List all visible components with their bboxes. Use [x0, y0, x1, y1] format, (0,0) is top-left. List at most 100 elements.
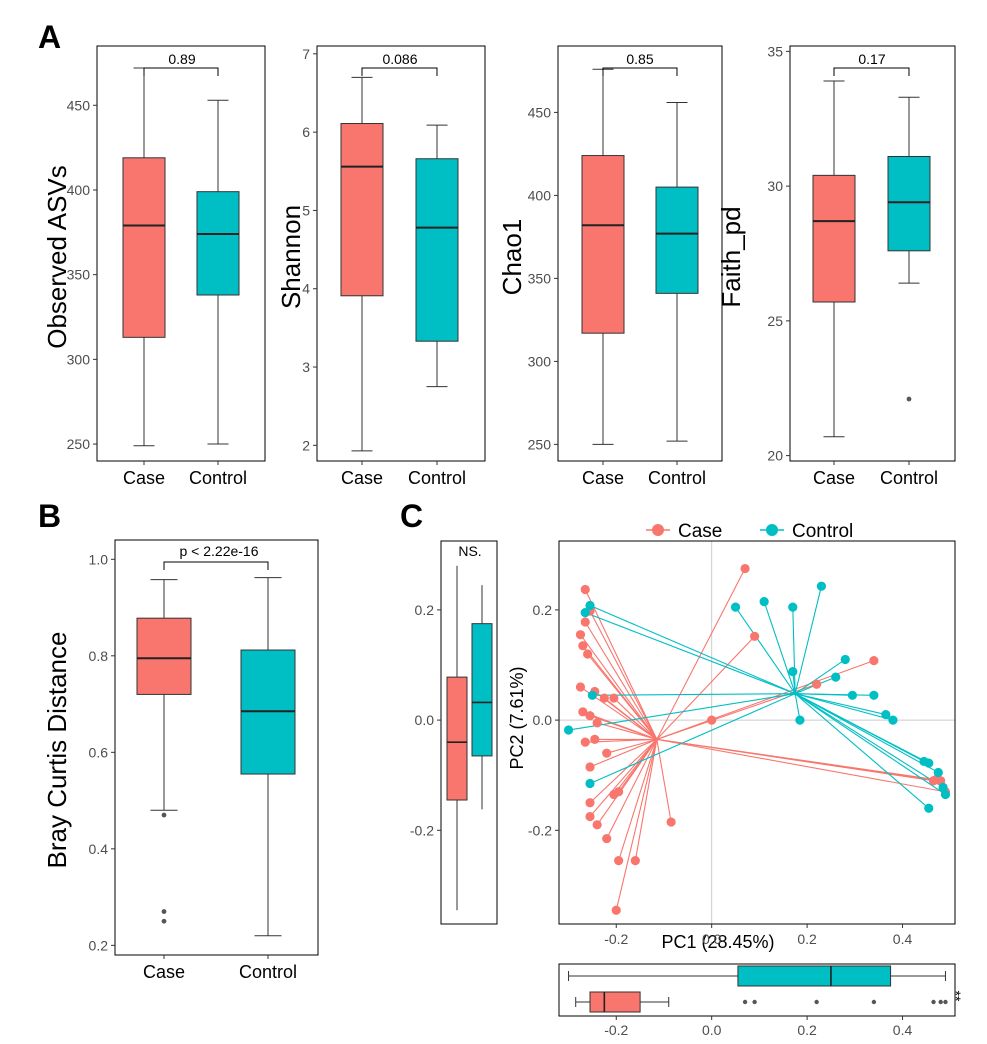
data-point-case — [609, 693, 619, 703]
y-tick-label: 0.6 — [89, 744, 109, 760]
y-tick-label: 0.2 — [415, 602, 435, 618]
outlier-point — [931, 999, 936, 1005]
box-case — [589, 991, 641, 1013]
data-point-case — [585, 762, 595, 772]
spider-line-case — [589, 738, 658, 768]
comparison-label: 0.89 — [168, 51, 195, 67]
plot-frame — [558, 963, 956, 1017]
outlier-point — [938, 999, 943, 1005]
box-control — [471, 623, 493, 757]
y-tick-label: 0.4 — [89, 841, 109, 857]
shannon-boxplot: Shannon 0.086 Case Control 2 3 4 5 6 7 — [276, 45, 486, 488]
y-tick-label: 250 — [528, 436, 552, 452]
legend: Case Control — [646, 521, 853, 542]
comparison-bracket — [163, 561, 269, 570]
y-tick-label: 2 — [302, 437, 310, 453]
data-point-case — [630, 856, 640, 866]
box-control — [415, 158, 459, 342]
data-point-case — [869, 655, 879, 666]
x-category-label: Control — [239, 962, 297, 982]
x-tick-label: 0.2 — [797, 1022, 817, 1038]
box-case — [812, 174, 856, 303]
y-tick-label: -0.2 — [410, 822, 434, 838]
spider-line-case — [656, 568, 746, 740]
y-tick-label: 5 — [302, 202, 310, 218]
data-point-control — [933, 767, 943, 778]
spider-line-case — [589, 738, 658, 804]
spider-line-case — [656, 635, 756, 740]
spider-line-control — [795, 693, 894, 721]
legend-key-marker — [766, 524, 778, 536]
plot-frame — [557, 45, 723, 462]
data-point-control — [788, 667, 798, 677]
outlier-point — [161, 918, 167, 924]
y-axis-title: Chao1 — [497, 219, 527, 296]
data-point-case — [614, 856, 624, 866]
comparison-label: ** — [948, 991, 964, 1002]
data-point-control — [924, 758, 934, 768]
y-tick-label: 300 — [67, 351, 91, 367]
panel-label-a: A — [38, 19, 61, 55]
data-point-case — [707, 715, 717, 725]
spider-line-control — [795, 693, 886, 716]
y-tick-label: 350 — [528, 270, 552, 286]
data-point-case — [740, 563, 750, 574]
spider-line-control — [794, 693, 946, 795]
data-point-case — [578, 641, 588, 651]
spider-line-case — [597, 722, 657, 740]
spider-line-control — [589, 693, 796, 784]
y-tick-label: 400 — [528, 187, 552, 203]
legend-label-case: Case — [678, 521, 722, 542]
outlier-point — [871, 999, 877, 1005]
spider-line-control — [794, 586, 822, 694]
data-point-case — [602, 833, 612, 844]
y-tick-label: 1.0 — [89, 551, 109, 567]
data-point-case — [585, 711, 595, 721]
data-point-control — [580, 608, 590, 618]
chao1-boxplot: Chao1 0.85 Case Control 250 300 350 400 450 — [497, 45, 723, 488]
data-point-case — [592, 820, 602, 830]
data-point-control — [840, 654, 850, 665]
comparison-bracket — [833, 67, 910, 76]
x-tick-label: -0.2 — [604, 931, 628, 947]
y-tick-label: 4 — [302, 281, 310, 297]
comparison-label: p < 2.22e-16 — [179, 543, 258, 559]
y-tick-label: 300 — [528, 353, 552, 369]
box-case — [136, 617, 192, 695]
data-point-case — [611, 905, 621, 915]
data-point-control — [563, 725, 574, 735]
data-point-control — [869, 690, 879, 700]
outlier-point — [906, 396, 912, 402]
spider-line-case — [613, 697, 658, 740]
spider-line-control — [794, 659, 846, 695]
data-point-case — [599, 693, 609, 703]
data-point-control — [940, 789, 951, 800]
y-tick-label: 0.0 — [533, 712, 553, 728]
outlier-point — [814, 999, 819, 1005]
faith-pd-boxplot: Faith_pd 0.17 Case Control 20 25 30 35 — [716, 43, 956, 488]
y-tick-label: 7 — [302, 46, 310, 62]
outlier-point — [161, 812, 167, 818]
y-tick-label: 25 — [767, 313, 783, 329]
data-point-control — [831, 672, 841, 682]
data-point-case — [750, 631, 760, 641]
spider-line-case — [656, 739, 672, 823]
x-tick-label: 0.2 — [797, 931, 817, 947]
outlier-point — [943, 999, 948, 1005]
observed-asvs-boxplot: Observed ASVs 0.89 Case Control 250 300 35… — [42, 45, 266, 488]
bray-curtis-boxplot: Bray Curtis Distance p < 2.22e-16 Case C… — [42, 539, 319, 982]
spider-line-case — [596, 739, 658, 826]
plot-frame — [558, 540, 956, 925]
spider-line-case — [615, 739, 658, 911]
y-tick-label: -0.2 — [528, 822, 552, 838]
spider-line-case — [618, 739, 658, 861]
centroid-control — [793, 692, 797, 696]
data-point-case — [592, 718, 602, 728]
y-tick-label: 0.2 — [533, 602, 553, 618]
spider-line-case — [584, 589, 658, 740]
panel-label-b: B — [38, 498, 61, 534]
data-point-control — [924, 803, 934, 813]
y-axis-title: Shannon — [276, 205, 306, 309]
data-point-case — [575, 630, 586, 640]
spider-line-control — [795, 693, 874, 696]
